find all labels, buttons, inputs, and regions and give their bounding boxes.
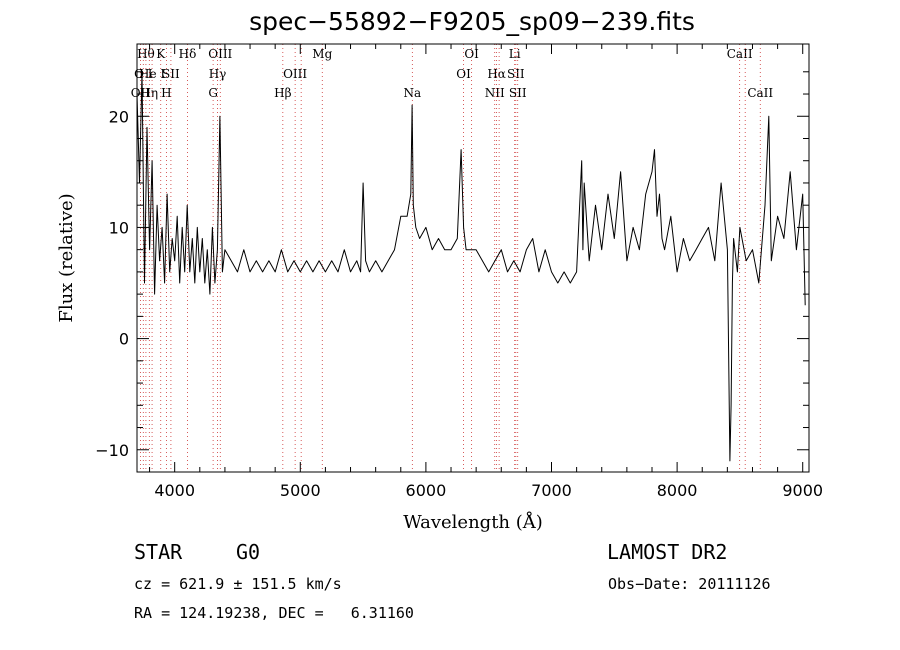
- line-marker-label: SII: [509, 86, 527, 100]
- line-marker-label: OI: [456, 67, 471, 81]
- coordinates: RA = 124.19238, DEC = 6.31160: [134, 604, 414, 622]
- x-tick-label: 7000: [531, 481, 572, 500]
- object-class: STAR: [134, 540, 183, 564]
- line-marker-label: OIII: [283, 67, 307, 81]
- observation-date: Obs−Date: 20111126: [608, 575, 771, 593]
- line-marker-label: O I: [134, 67, 153, 81]
- line-marker-label: Hδ: [179, 47, 197, 61]
- line-marker-label: NII: [485, 86, 505, 100]
- plot-frame: [136, 43, 810, 473]
- line-marker-label: OII: [131, 86, 151, 100]
- survey-name: LAMOST DR2: [607, 540, 728, 564]
- line-marker-label: Li: [509, 47, 521, 61]
- x-axis-label: Wavelength (Å): [403, 511, 543, 533]
- chart-title: spec−55892−F9205_sp09−239.fits: [249, 7, 695, 36]
- line-marker-label: He I: [139, 67, 165, 81]
- line-marker-label: SII: [507, 67, 525, 81]
- line-marker-label: Hα: [487, 67, 506, 81]
- line-marker-label: Hη: [140, 86, 158, 100]
- y-axis-ticks: −10 0 10 20: [95, 71, 809, 460]
- spectrum-series-0: [136, 71, 806, 462]
- x-tick-label: 5000: [280, 481, 321, 500]
- redshift-velocity: cz = 621.9 ± 151.5 km/s: [134, 575, 342, 593]
- x-tick-label: 4000: [154, 481, 195, 500]
- line-marker-label: OI: [464, 47, 479, 61]
- line-marker-label: G: [208, 86, 218, 100]
- x-axis-ticks: 4000 5000 6000 7000 8000 9000: [149, 44, 823, 500]
- line-marker-label: Hγ: [209, 67, 227, 81]
- spectral-line-markers: OII O I Hθ Hη He I K H SII Hδ G Hγ OIII Hβ OIII Mg Na OI…: [131, 44, 773, 472]
- line-marker-label: CaII: [747, 86, 773, 100]
- x-tick-label: 8000: [657, 481, 698, 500]
- y-tick-label: 10: [109, 218, 129, 237]
- y-tick-label: −10: [95, 441, 129, 460]
- x-tick-label: 9000: [782, 481, 823, 500]
- line-marker-label: H: [161, 86, 171, 100]
- line-marker-label: Mg: [312, 47, 332, 61]
- x-tick-label: 6000: [406, 481, 447, 500]
- y-tick-label: 0: [119, 330, 129, 349]
- y-axis-label: Flux (relative): [56, 193, 77, 322]
- line-marker-label: OIII: [208, 47, 232, 61]
- object-subclass: G0: [236, 540, 261, 564]
- spectrum-line: [136, 71, 806, 462]
- line-marker-label: SII: [162, 67, 180, 81]
- y-tick-label: 20: [109, 107, 129, 126]
- line-marker-label: K: [156, 47, 166, 61]
- line-marker-label: Na: [404, 86, 422, 100]
- line-marker-label: Hβ: [274, 86, 291, 100]
- line-marker-label: CaII: [727, 47, 753, 61]
- line-marker-label: Hθ: [137, 47, 155, 61]
